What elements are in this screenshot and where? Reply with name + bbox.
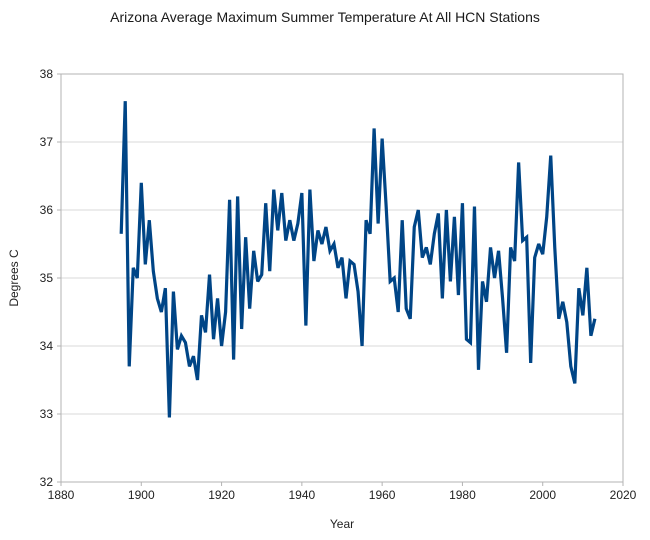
x-tick-label: 2000 [529,488,556,502]
y-tick-label: 32 [40,475,54,489]
x-tick-label: 1960 [369,488,396,502]
x-tick-label: 2020 [610,488,637,502]
x-tick-label: 1980 [449,488,476,502]
x-tick-label: 1940 [289,488,316,502]
y-tick-labels: 32 33 34 35 36 37 38 [40,67,54,489]
chart-title: Arizona Average Maximum Summer Temperatu… [110,9,540,25]
x-tick-labels: 1880 1900 1920 1940 1960 1980 2000 2020 [48,488,637,502]
y-gridlines [61,73,623,483]
y-tick-label: 37 [40,135,54,149]
x-tick-label: 1900 [128,488,155,502]
temperature-line [119,101,597,418]
y-tick-label: 34 [40,339,54,353]
y-tick-label: 38 [40,67,54,81]
y-tick-label: 36 [40,203,54,217]
y-tick-label: 35 [40,271,54,285]
axis-ticks [57,73,624,486]
x-tick-label: 1920 [208,488,235,502]
x-axis-title: Year [329,517,355,531]
x-tick-label: 1880 [48,488,75,502]
y-tick-label: 33 [40,407,54,421]
